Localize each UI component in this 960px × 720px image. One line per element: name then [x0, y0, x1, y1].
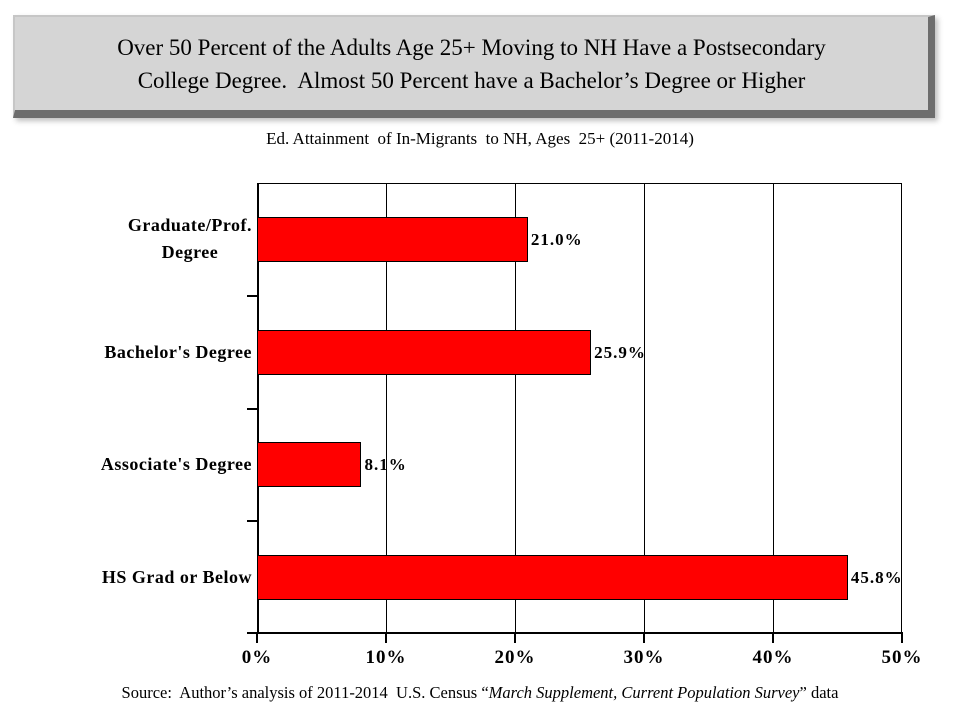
bar — [257, 216, 528, 262]
x-axis-tick-label: 30% — [623, 647, 665, 668]
x-axis-tick-label: 20% — [494, 647, 536, 668]
source-survey-name: March Supplement, Current Population Sur… — [488, 683, 800, 702]
slide-title-box: Over 50 Percent of the Adults Age 25+ Mo… — [13, 15, 935, 118]
x-axis-tick-label: 10% — [365, 647, 407, 668]
chart-title: Ed. Attainment of In-Migrants to NH, Age… — [266, 129, 694, 148]
gridline-10 — [386, 184, 387, 632]
gridline-40 — [773, 184, 774, 632]
x-axis-tick — [514, 634, 516, 643]
x-axis-line — [247, 632, 903, 634]
category-label: Associate's Degree — [40, 409, 252, 522]
y-axis-tick — [247, 294, 257, 297]
slide-title-line-1: Over 50 Percent of the Adults Age 25+ Mo… — [117, 34, 826, 60]
x-axis-tick — [901, 634, 903, 643]
category-label: Bachelor's Degree — [40, 296, 252, 409]
y-axis-tick — [247, 407, 257, 410]
bar-value-label: 21.0% — [530, 229, 583, 249]
bar-value-label: 25.9% — [594, 342, 646, 362]
source-suffix: ” data — [799, 683, 839, 702]
source-note: Source: Author’s analysis of 2011-2014 U… — [0, 683, 960, 703]
category-label-text: Graduate/Prof. Degree — [127, 215, 252, 263]
x-axis-tick — [772, 634, 774, 643]
x-axis-tick-label: 50% — [881, 647, 923, 668]
gridline-20 — [515, 184, 516, 632]
category-label: Graduate/Prof. Degree — [40, 183, 252, 296]
x-axis-tick-label: 0% — [241, 647, 273, 668]
x-axis-tick-label: 40% — [752, 647, 794, 668]
slide-title-line-2: College Degree. Almost 50 Percent have a… — [137, 67, 806, 93]
x-axis-tick — [256, 634, 258, 643]
bar — [257, 442, 362, 488]
source-text: Source: Author’s analysis of 2011-2014 U… — [121, 683, 489, 702]
category-label: HS Grad or Below — [40, 521, 252, 634]
y-axis-tick — [247, 520, 257, 523]
bar-value-label: 45.8% — [850, 568, 903, 588]
bar — [257, 555, 848, 601]
category-label-text: Bachelor's Degree — [104, 341, 252, 362]
category-label-text: HS Grad or Below — [101, 567, 252, 588]
bar-value-label: 8.1% — [364, 455, 407, 475]
x-axis-tick — [385, 634, 387, 643]
category-label-text: Associate's Degree — [100, 454, 252, 475]
bar — [257, 329, 592, 375]
x-axis-tick — [643, 634, 645, 643]
gridline-30 — [644, 184, 645, 632]
